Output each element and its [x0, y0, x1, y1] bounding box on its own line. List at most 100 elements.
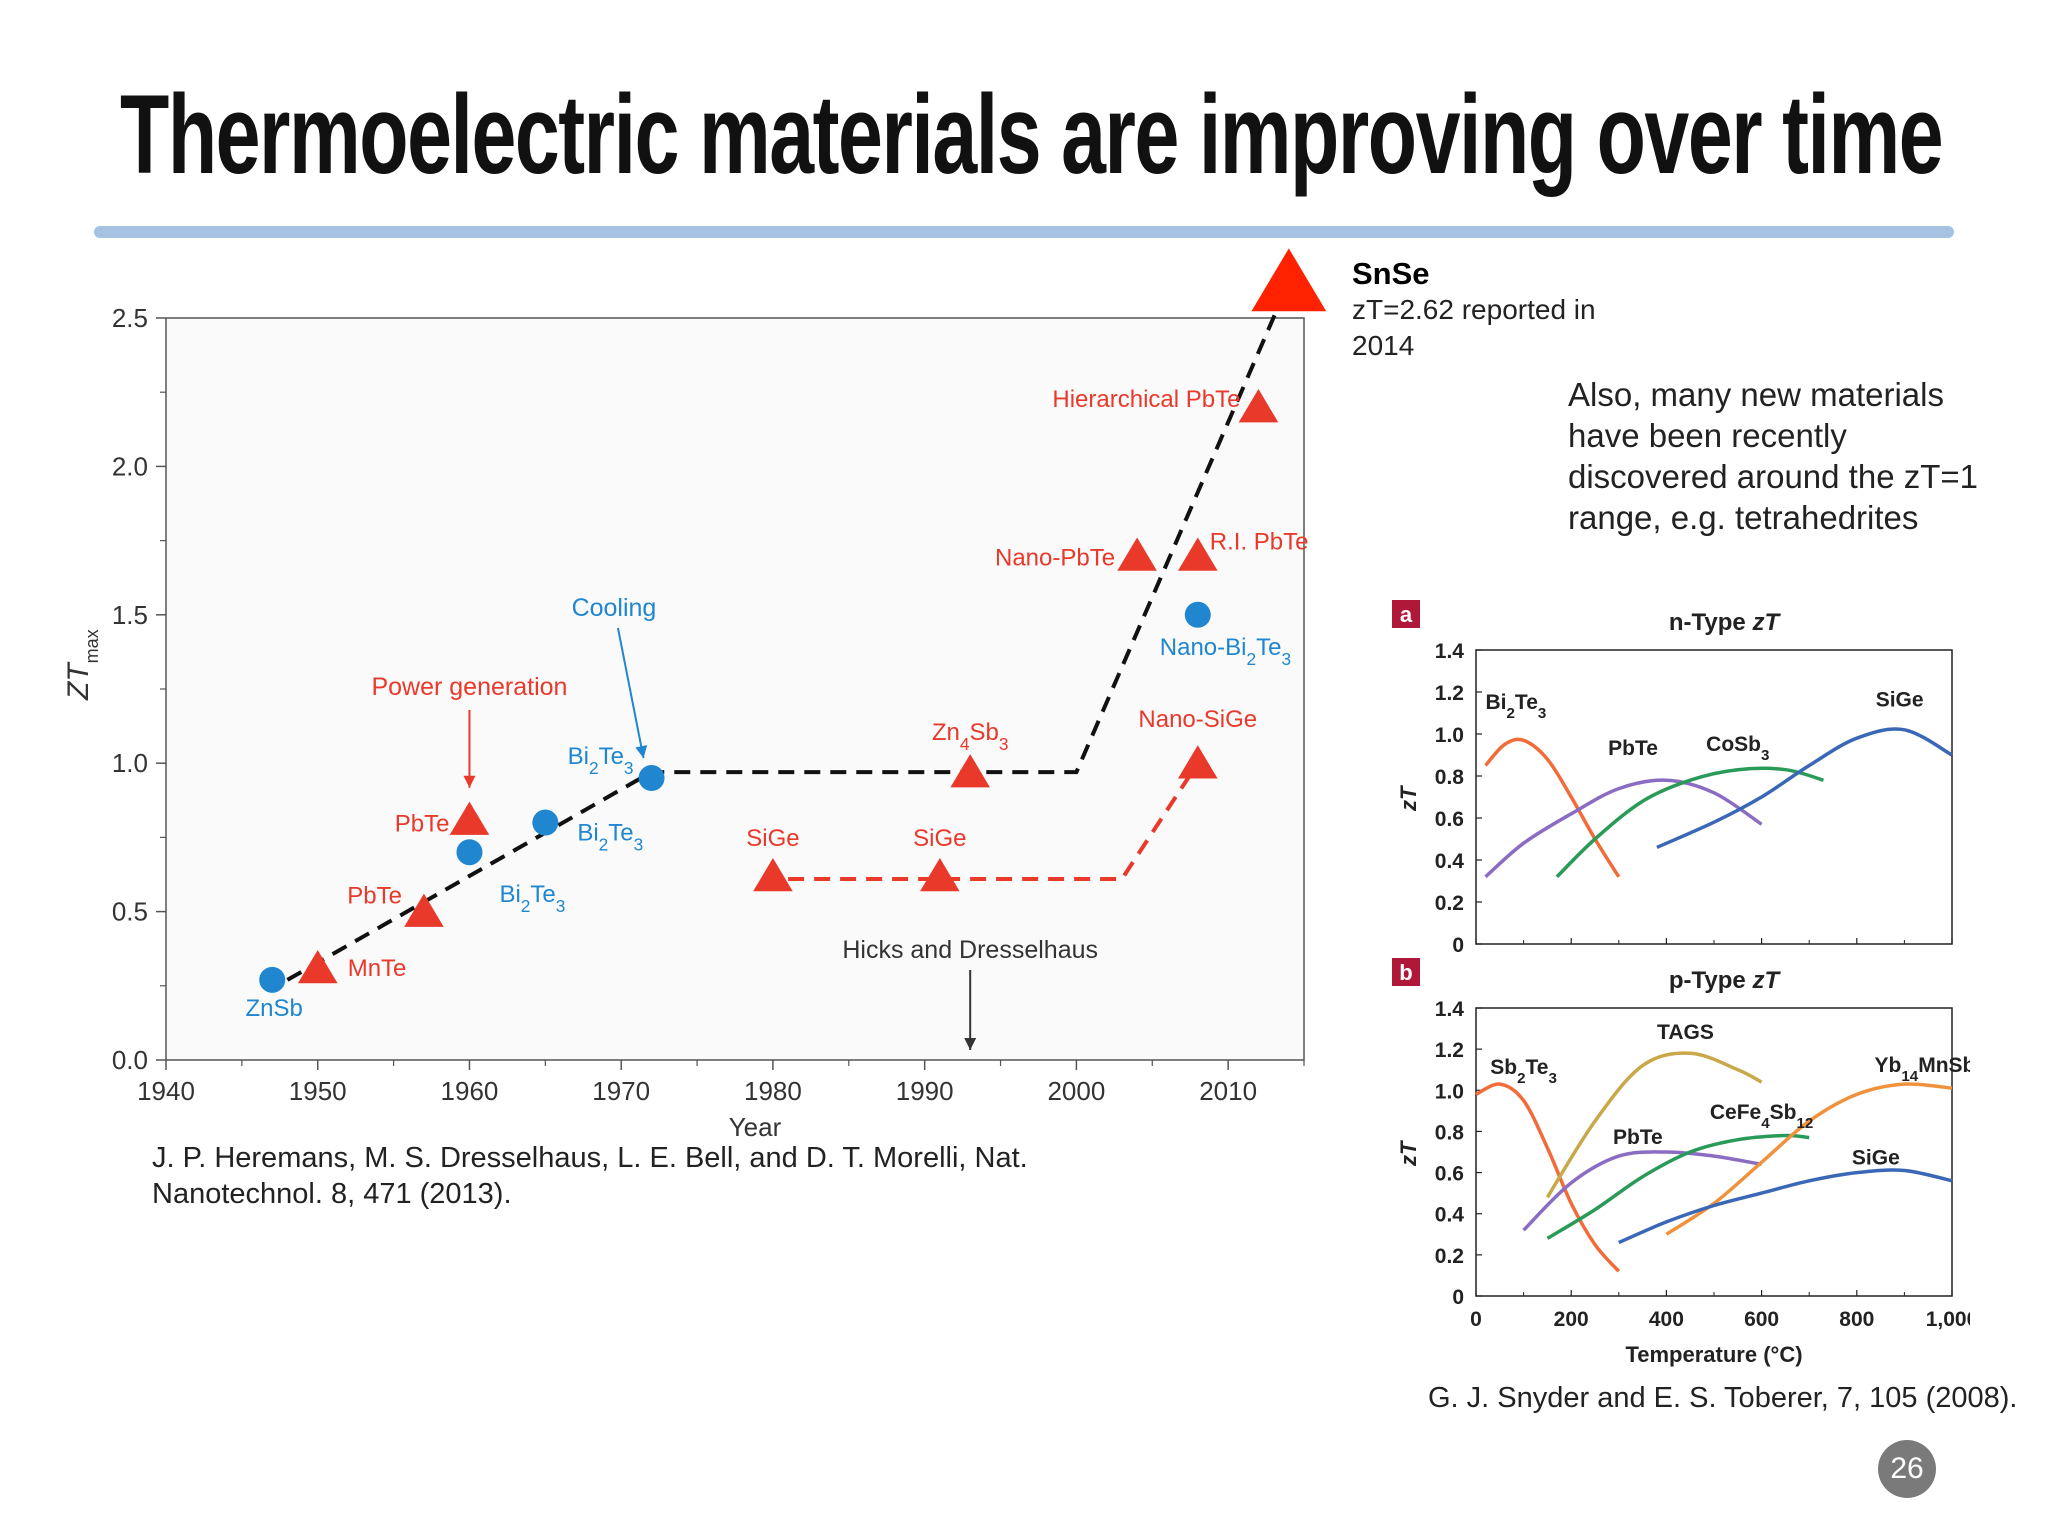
point-label-sige: SiGe	[746, 825, 799, 852]
point-label-pbte: PbTe	[347, 883, 402, 910]
citation-snyder: G. J. Snyder and E. S. Toberer, 7, 105 (…	[1428, 1382, 2018, 1414]
series-line-sige	[1656, 727, 1953, 850]
series-line-sige	[1618, 1168, 1953, 1245]
x-tick-label: 1950	[289, 1076, 347, 1106]
series-label-tags: TAGS	[1657, 1021, 1714, 1044]
y-tick-label: 0.8	[1435, 766, 1465, 789]
marker-pbte	[404, 893, 444, 927]
slide-title: Thermoelectric materials are improving o…	[120, 72, 1944, 197]
panel-badge-b: b	[1392, 958, 1420, 986]
y-tick-label: 0	[1452, 1286, 1464, 1309]
plot-area	[165, 317, 1305, 1061]
marker-r-i-pbte	[1177, 537, 1218, 571]
snse-callout: SnSe zT=2.62 reported in 2014	[1352, 256, 1612, 364]
marker-pbte	[449, 801, 490, 835]
panel-badge-letter: a	[1400, 602, 1413, 627]
x-tick-label: 0	[1470, 1308, 1482, 1331]
series-line-sb2te3	[1475, 1082, 1621, 1273]
p-type-zt-chart: b p-Type zT 0 0.2 0.4 0.6 0.8 1.0 1.2 1.4 zT 0 200 40…	[1392, 958, 1970, 1367]
note-new-materials: Also, many new materials have been recen…	[1568, 376, 1979, 536]
marker-bi2te3	[638, 765, 665, 792]
n-type-zt-chart: a n-Type zT 0 0.2 0.4 0.6 0.8 1.0 1.2 1.4 zT Bi2Te3…	[1392, 600, 1953, 957]
point-label-zn4sb3: Zn4Sb3	[932, 719, 1009, 754]
series-line-yb14mnsb11	[1665, 1082, 1953, 1236]
point-label-hierarchical-pbte: Hierarchical PbTe	[1052, 386, 1240, 413]
point-label-nano-sige: Nano-SiGe	[1138, 706, 1257, 733]
trend-line-overall	[286, 281, 1291, 982]
x-tick-label: 1980	[744, 1076, 802, 1106]
annotation-power-generation: Power generation	[371, 673, 567, 788]
x-tick-label: 800	[1839, 1308, 1874, 1331]
page-number-badge: 26	[1878, 1440, 1936, 1498]
y-tick-label: 0.8	[1435, 1121, 1465, 1144]
marker-bi2te3	[532, 809, 559, 836]
point-label-bi2te3: Bi2Te3	[568, 743, 634, 778]
marker-zn4sb3	[950, 754, 990, 788]
y-tick-label: 0.6	[1435, 1163, 1464, 1186]
y-tick-label: 0.4	[1435, 850, 1465, 873]
marker-nano-sige	[1177, 745, 1218, 779]
x-axis-label: Temperature (°C)	[1625, 1342, 1802, 1367]
x-tick-label: 1,000	[1926, 1308, 1970, 1331]
point-label-nano-pbte: Nano-PbTe	[995, 544, 1115, 571]
annotation-text: Hicks and Dresselhaus	[842, 936, 1098, 964]
x-tick-label: 1970	[592, 1076, 650, 1106]
snse-name: SnSe	[1352, 256, 1430, 291]
title-rule	[94, 226, 1954, 238]
panel-badge-a: a	[1392, 600, 1420, 628]
series-label-sb2te3: Sb2Te3	[1490, 1056, 1557, 1087]
point-label-pbte: PbTe	[395, 811, 450, 838]
y-tick-label: 1.5	[112, 600, 148, 630]
marker-nano-bi2te3	[1184, 601, 1211, 628]
marker-znsb	[259, 966, 286, 993]
y-tick-label: 1.0	[1435, 1080, 1464, 1103]
point-label-mnte: MnTe	[348, 955, 407, 982]
y-tick-label: 0.2	[1435, 1245, 1464, 1268]
x-tick-label: 200	[1554, 1308, 1589, 1331]
series-label-bi2te3: Bi2Te3	[1486, 691, 1547, 722]
panel-badge-box	[1392, 958, 1420, 986]
marker-bi2te3	[456, 839, 483, 866]
annotation-arrow	[616, 627, 645, 759]
x-tick-label: 1990	[896, 1076, 954, 1106]
annotation-text: Power generation	[371, 673, 567, 701]
series-label-sige: SiGe	[1876, 689, 1924, 712]
y-axis-label: ZTmax	[62, 629, 102, 701]
marker-sige	[920, 857, 960, 892]
series-label-yb14mnsb11: Yb14MnSb11	[1875, 1054, 1970, 1085]
x-tick-label: 600	[1744, 1308, 1779, 1331]
x-tick-label: 400	[1649, 1308, 1684, 1331]
citation-heremans: J. P. Heremans, M. S. Dresselhaus, L. E.…	[152, 1142, 1028, 1210]
panel-title: n-Type zT	[1669, 609, 1782, 636]
trend-line-power	[788, 762, 1200, 881]
y-tick-label: 1.0	[1435, 724, 1464, 747]
y-tick-label: 1.0	[112, 748, 148, 778]
marker-nano-pbte	[1117, 537, 1157, 571]
series-label-cefe4sb12: CeFe4Sb12	[1710, 1101, 1813, 1132]
point-label-nano-bi2te3: Nano-Bi2Te3	[1160, 634, 1291, 669]
series-line-tags	[1545, 1051, 1763, 1199]
y-tick-label: 0.6	[1435, 808, 1464, 831]
annotation-text: Cooling	[572, 594, 657, 622]
series-line-pbte	[1522, 1150, 1762, 1232]
y-tick-label: 1.2	[1435, 682, 1464, 705]
y-tick-label: 0.0	[112, 1045, 148, 1075]
annotation-arrowhead	[463, 775, 476, 788]
x-tick-label: 1940	[137, 1076, 195, 1106]
point-label-sige: SiGe	[913, 825, 966, 852]
point-label-r-i-pbte: R.I. PbTe	[1210, 528, 1309, 555]
panel-badge-box	[1392, 600, 1420, 628]
x-axis-label: Year	[729, 1112, 782, 1142]
y-tick-label: 1.4	[1435, 998, 1465, 1021]
series-label-pbte: PbTe	[1608, 737, 1658, 760]
marker-mnte	[297, 949, 338, 984]
y-axis-label: zT	[1396, 785, 1421, 812]
annotation-hicks-and-dresselhaus: Hicks and Dresselhaus	[842, 936, 1098, 1050]
y-tick-label: 0	[1452, 934, 1464, 957]
series-label-cosb3: CoSb3	[1706, 733, 1769, 764]
panel-title: p-Type zT	[1669, 967, 1782, 994]
marker-hierarchical-pbte	[1238, 389, 1279, 423]
marker-snse	[1251, 248, 1327, 312]
panel-badge-letter: b	[1399, 960, 1412, 985]
y-tick-label: 0.4	[1435, 1204, 1465, 1227]
